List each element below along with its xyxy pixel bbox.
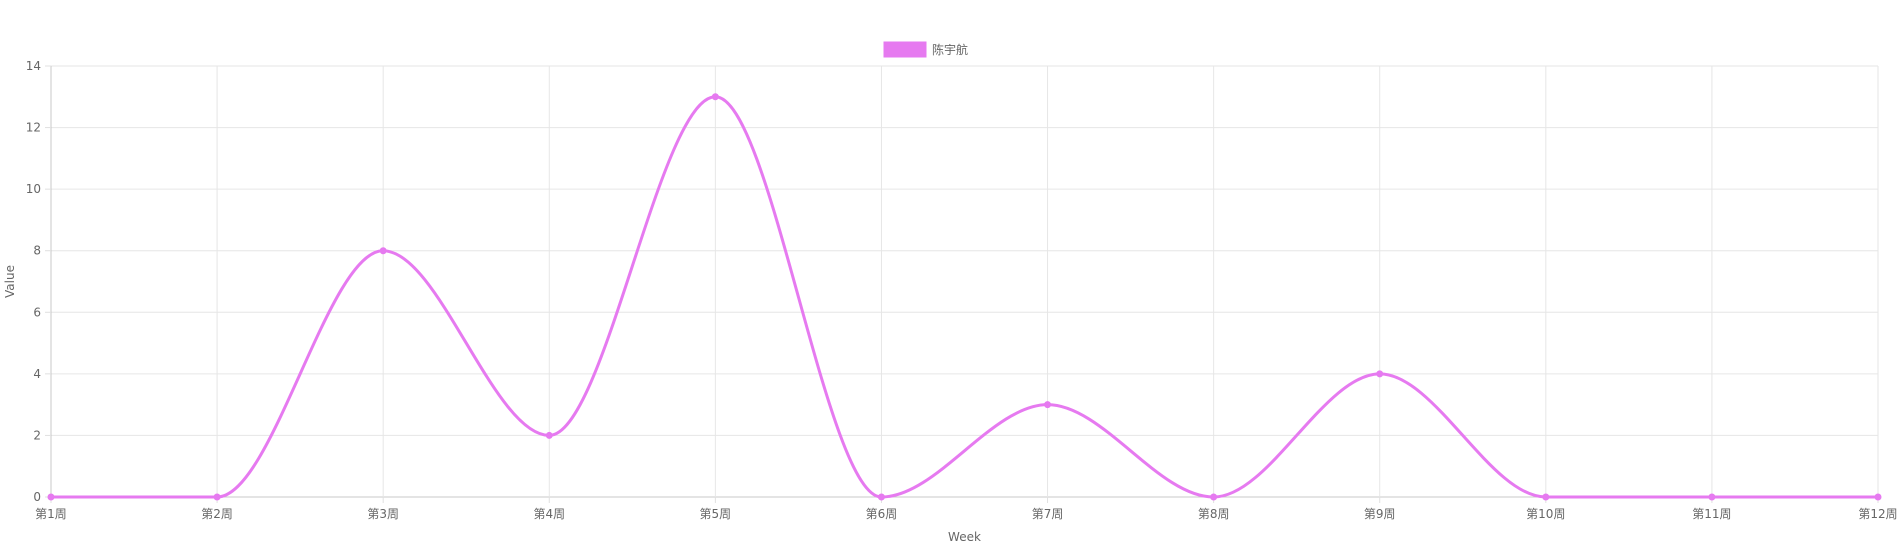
x-tick-label: 第7周 bbox=[1032, 507, 1064, 521]
axes: 0 2 4 6 8 10 12 14 第1周 第2周 第3周 第4周 第5周 第6周 第7周 第8周 第9周 第1… bbox=[26, 59, 1898, 521]
y-tick-label: 8 bbox=[33, 244, 41, 258]
series-layer bbox=[47, 93, 1882, 501]
x-tick-label: 第9周 bbox=[1364, 507, 1396, 521]
x-tick-label: 第1周 bbox=[35, 507, 67, 521]
x-tick-label: 第10周 bbox=[1526, 507, 1565, 521]
data-point[interactable] bbox=[545, 431, 553, 439]
x-tick-label: 第2周 bbox=[201, 507, 233, 521]
y-tick-label: 2 bbox=[33, 428, 41, 442]
legend: 陈宇航 bbox=[883, 41, 968, 58]
data-point[interactable] bbox=[1044, 401, 1052, 409]
y-tick-label: 6 bbox=[33, 305, 41, 319]
data-point[interactable] bbox=[1708, 493, 1716, 501]
data-point[interactable] bbox=[1376, 370, 1384, 378]
x-axis-title: Week bbox=[948, 530, 981, 544]
x-tick-label: 第4周 bbox=[533, 507, 565, 521]
x-tick-label: 第5周 bbox=[700, 507, 732, 521]
data-point[interactable] bbox=[877, 493, 885, 501]
grid bbox=[50, 65, 1879, 498]
y-axis-title: Value bbox=[3, 265, 17, 298]
data-point[interactable] bbox=[1210, 493, 1218, 501]
y-tick-label: 0 bbox=[33, 490, 41, 504]
x-tick-label: 第12周 bbox=[1858, 507, 1897, 521]
data-point[interactable] bbox=[1874, 493, 1882, 501]
y-tick-label: 10 bbox=[26, 182, 41, 196]
x-tick-label: 第8周 bbox=[1198, 507, 1230, 521]
data-point[interactable] bbox=[1542, 493, 1550, 501]
legend-label[interactable]: 陈宇航 bbox=[932, 42, 968, 57]
series-line bbox=[51, 95, 1879, 499]
data-point[interactable] bbox=[47, 493, 55, 501]
x-tick-label: 第11周 bbox=[1692, 507, 1731, 521]
x-tick-label: 第3周 bbox=[367, 507, 399, 521]
y-tick-label: 4 bbox=[33, 367, 41, 381]
x-tick-label: 第6周 bbox=[866, 507, 898, 521]
legend-swatch[interactable] bbox=[883, 41, 927, 58]
data-point[interactable] bbox=[711, 93, 719, 101]
y-tick-label: 14 bbox=[26, 59, 41, 73]
data-point[interactable] bbox=[379, 247, 387, 255]
data-point[interactable] bbox=[213, 493, 221, 501]
y-tick-label: 12 bbox=[26, 121, 41, 135]
